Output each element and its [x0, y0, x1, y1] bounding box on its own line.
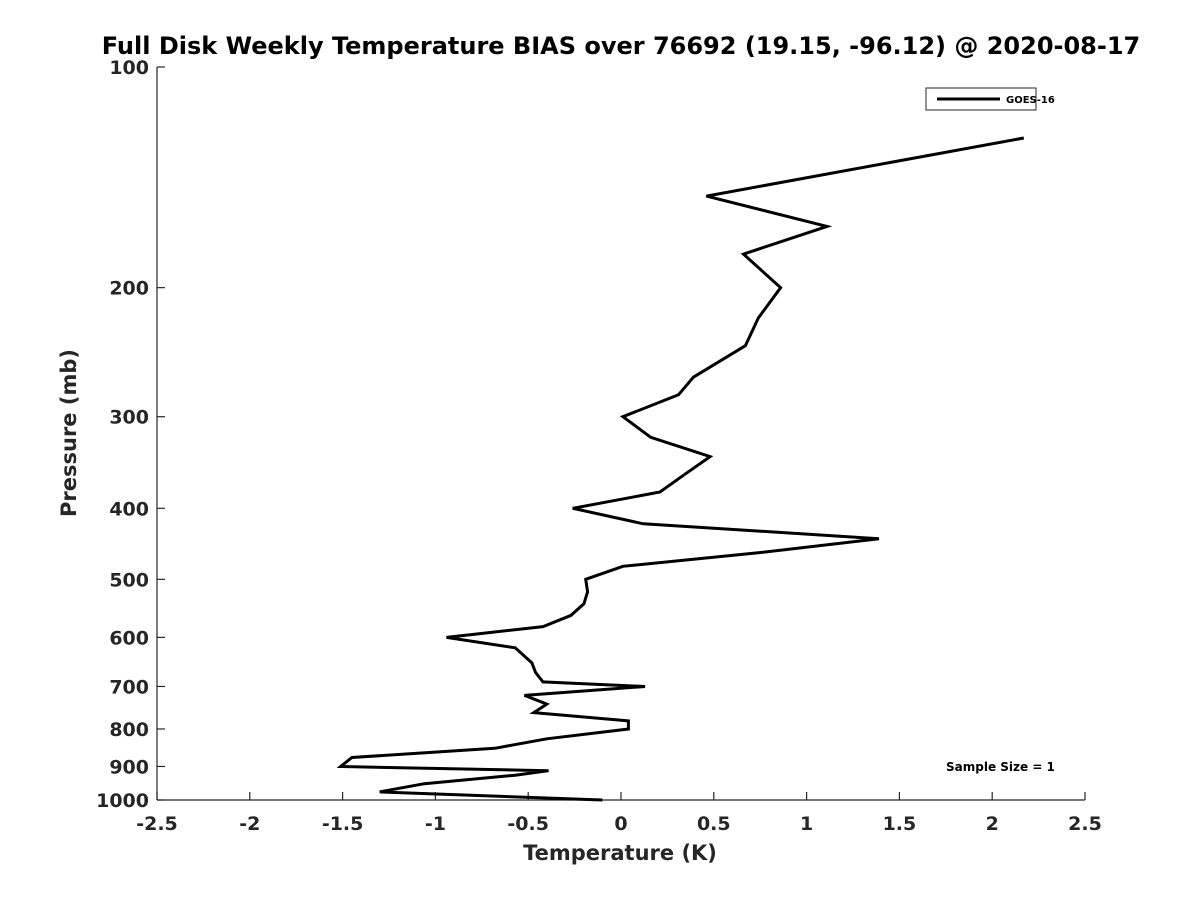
legend-label-goes-16: GOES-16 — [1006, 95, 1055, 106]
x-tick-label: -1.5 — [322, 813, 364, 835]
x-tick-label: 2.5 — [1068, 813, 1102, 835]
x-tick-label: 1 — [800, 813, 813, 835]
y-tick-label: 700 — [109, 676, 149, 698]
chart-title: Full Disk Weekly Temperature BIAS over 7… — [102, 32, 1141, 60]
x-tick-label: -2 — [239, 813, 260, 835]
x-tick-label: 1.5 — [883, 813, 917, 835]
y-tick-label: 1000 — [96, 790, 149, 812]
y-tick-label: 900 — [109, 756, 149, 778]
x-tick-label: -0.5 — [507, 813, 549, 835]
x-tick-label: -2.5 — [136, 813, 178, 835]
x-tick-label: 2 — [986, 813, 999, 835]
sample-size-annotation: Sample Size = 1 — [946, 760, 1055, 774]
x-tick-label: 0 — [614, 813, 627, 835]
y-tick-label: 800 — [109, 719, 149, 741]
legend: GOES-16 — [925, 87, 1055, 111]
y-tick-label: 100 — [109, 57, 149, 79]
y-axis-label: Pressure (mb) — [57, 349, 81, 517]
y-tick-label: 200 — [109, 278, 149, 300]
y-tick-label: 600 — [109, 627, 149, 649]
x-tick-label: 0.5 — [697, 813, 731, 835]
y-tick-label: 400 — [109, 498, 149, 520]
series-line-goes-16 — [336, 136, 1025, 802]
series-layer — [336, 136, 1025, 802]
y-tick-label: 300 — [109, 407, 149, 429]
plot-axes: -2.5 -2 -1.5 -1 -0.5 0 0.5 1 1.5 2 2.5 100 200 300 400… — [96, 57, 1102, 835]
x-axis-label: Temperature (K) — [523, 841, 717, 865]
x-tick-label: -1 — [425, 813, 446, 835]
y-tick-label: 500 — [109, 569, 149, 591]
